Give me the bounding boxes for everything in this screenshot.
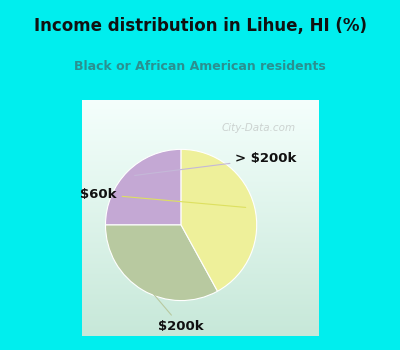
Text: City-Data.com: City-Data.com [222,123,296,133]
Wedge shape [106,149,181,225]
Wedge shape [106,225,218,301]
Text: > $200k: > $200k [135,152,297,175]
Text: Black or African American residents: Black or African American residents [74,61,326,74]
Text: Income distribution in Lihue, HI (%): Income distribution in Lihue, HI (%) [34,17,366,35]
Text: $60k: $60k [80,188,246,208]
Wedge shape [181,149,257,291]
Text: $200k: $200k [148,287,204,333]
